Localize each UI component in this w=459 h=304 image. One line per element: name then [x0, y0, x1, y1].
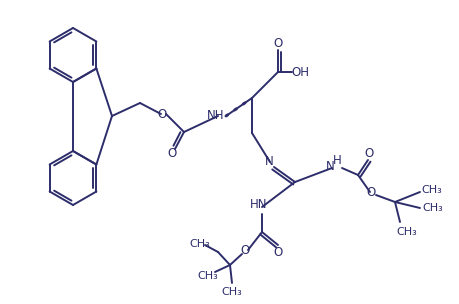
Text: NH: NH: [207, 109, 224, 122]
Text: CH₃: CH₃: [197, 271, 218, 281]
Text: N: N: [264, 154, 273, 168]
Text: CH₃: CH₃: [221, 287, 242, 297]
Text: O: O: [364, 147, 373, 160]
Text: O: O: [365, 186, 375, 199]
Text: O: O: [157, 108, 166, 120]
Text: O: O: [240, 244, 249, 257]
Text: CH₃: CH₃: [421, 185, 442, 195]
Text: OH: OH: [291, 65, 308, 78]
Text: O: O: [273, 246, 282, 258]
Text: CH₃: CH₃: [396, 227, 416, 237]
Text: O: O: [273, 36, 282, 50]
Text: N: N: [325, 160, 334, 172]
Text: CH₃: CH₃: [422, 203, 442, 213]
Text: HN: HN: [250, 199, 267, 212]
Text: O: O: [167, 147, 176, 160]
Text: H: H: [332, 154, 341, 167]
Text: CH₃: CH₃: [189, 239, 210, 249]
